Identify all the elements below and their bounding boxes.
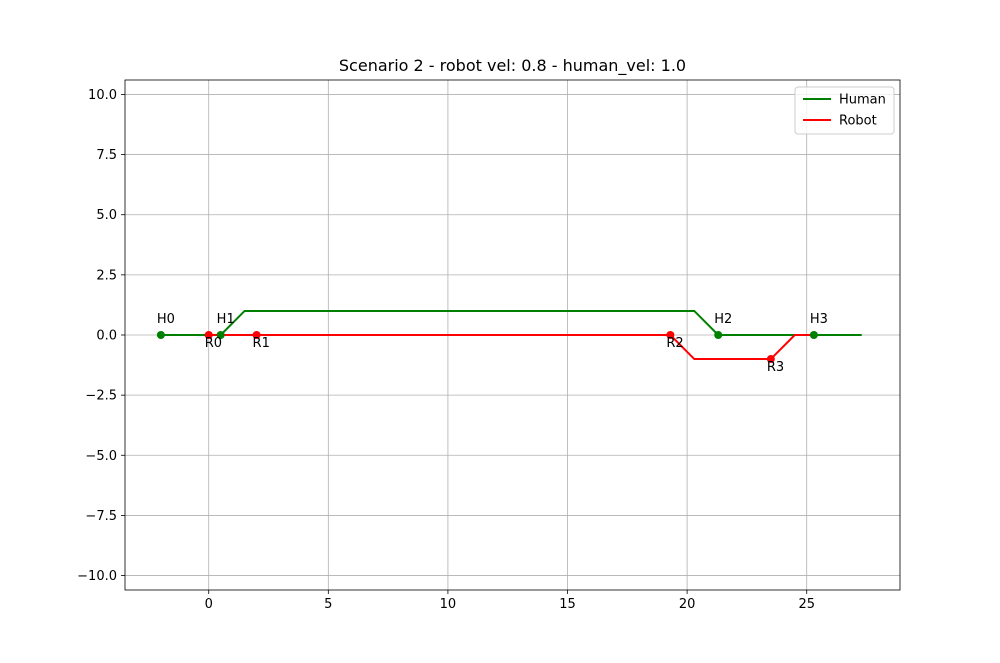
waypoint-marker-r3 (766, 355, 775, 364)
y-tick-label: 5.0 (96, 208, 117, 223)
waypoint-marker-r0 (204, 331, 213, 339)
y-tick-label: 0.0 (96, 329, 117, 344)
waypoint-label-r1: R1 (253, 336, 270, 351)
waypoint-label-r0: R0 (205, 336, 222, 351)
waypoint-marker-r2 (666, 331, 675, 339)
waypoint-label-r2: R2 (666, 336, 683, 351)
x-tick-label: 10 (440, 597, 457, 612)
legend-label-robot: Robot (839, 114, 877, 129)
waypoint-label-h2: H2 (714, 312, 732, 327)
y-tick-label: −2.5 (85, 389, 117, 404)
legend: Human Robot (794, 86, 895, 135)
y-tick-label: 10.0 (88, 88, 117, 103)
waypoint-marker-h2 (714, 331, 723, 339)
series-line-robot (208, 334, 814, 361)
waypoint-label-h1: H1 (217, 312, 235, 327)
x-tick-label: 0 (205, 597, 213, 612)
waypoint-label-h0: H0 (157, 312, 175, 327)
y-tick-label: −10.0 (77, 569, 117, 584)
legend-label-human: Human (839, 93, 886, 108)
x-tick-label: 15 (559, 597, 576, 612)
x-tick-label: 5 (324, 597, 332, 612)
plot-frame (124, 79, 901, 591)
waypoint-marker-h0 (156, 331, 165, 339)
x-tick-label: 25 (798, 597, 815, 612)
axes: 0 5 10 15 20 25 10.0 7.5 5.0 2.5 0.0 −2.5 −5.0 −7.5 −1… (77, 79, 901, 612)
y-tick-label: 7.5 (96, 148, 117, 163)
waypoint-label-h3: H3 (810, 312, 828, 327)
x-tick-label: 20 (679, 597, 696, 612)
y-tick-label: −7.5 (85, 509, 117, 524)
y-tick-label: 2.5 (96, 268, 117, 283)
waypoint-label-r3: R3 (767, 360, 784, 375)
waypoint-marker-h3 (809, 331, 818, 339)
series-line-human (160, 309, 862, 336)
series-layer: H0 H1 H2 H3 R0 R1 R2 R3 (156, 309, 862, 375)
y-tick-label: −5.0 (85, 449, 117, 464)
chart-title: Scenario 2 - robot vel: 0.8 - human_vel:… (339, 56, 686, 76)
waypoint-marker-r1 (252, 331, 261, 339)
waypoint-marker-h1 (216, 331, 225, 339)
